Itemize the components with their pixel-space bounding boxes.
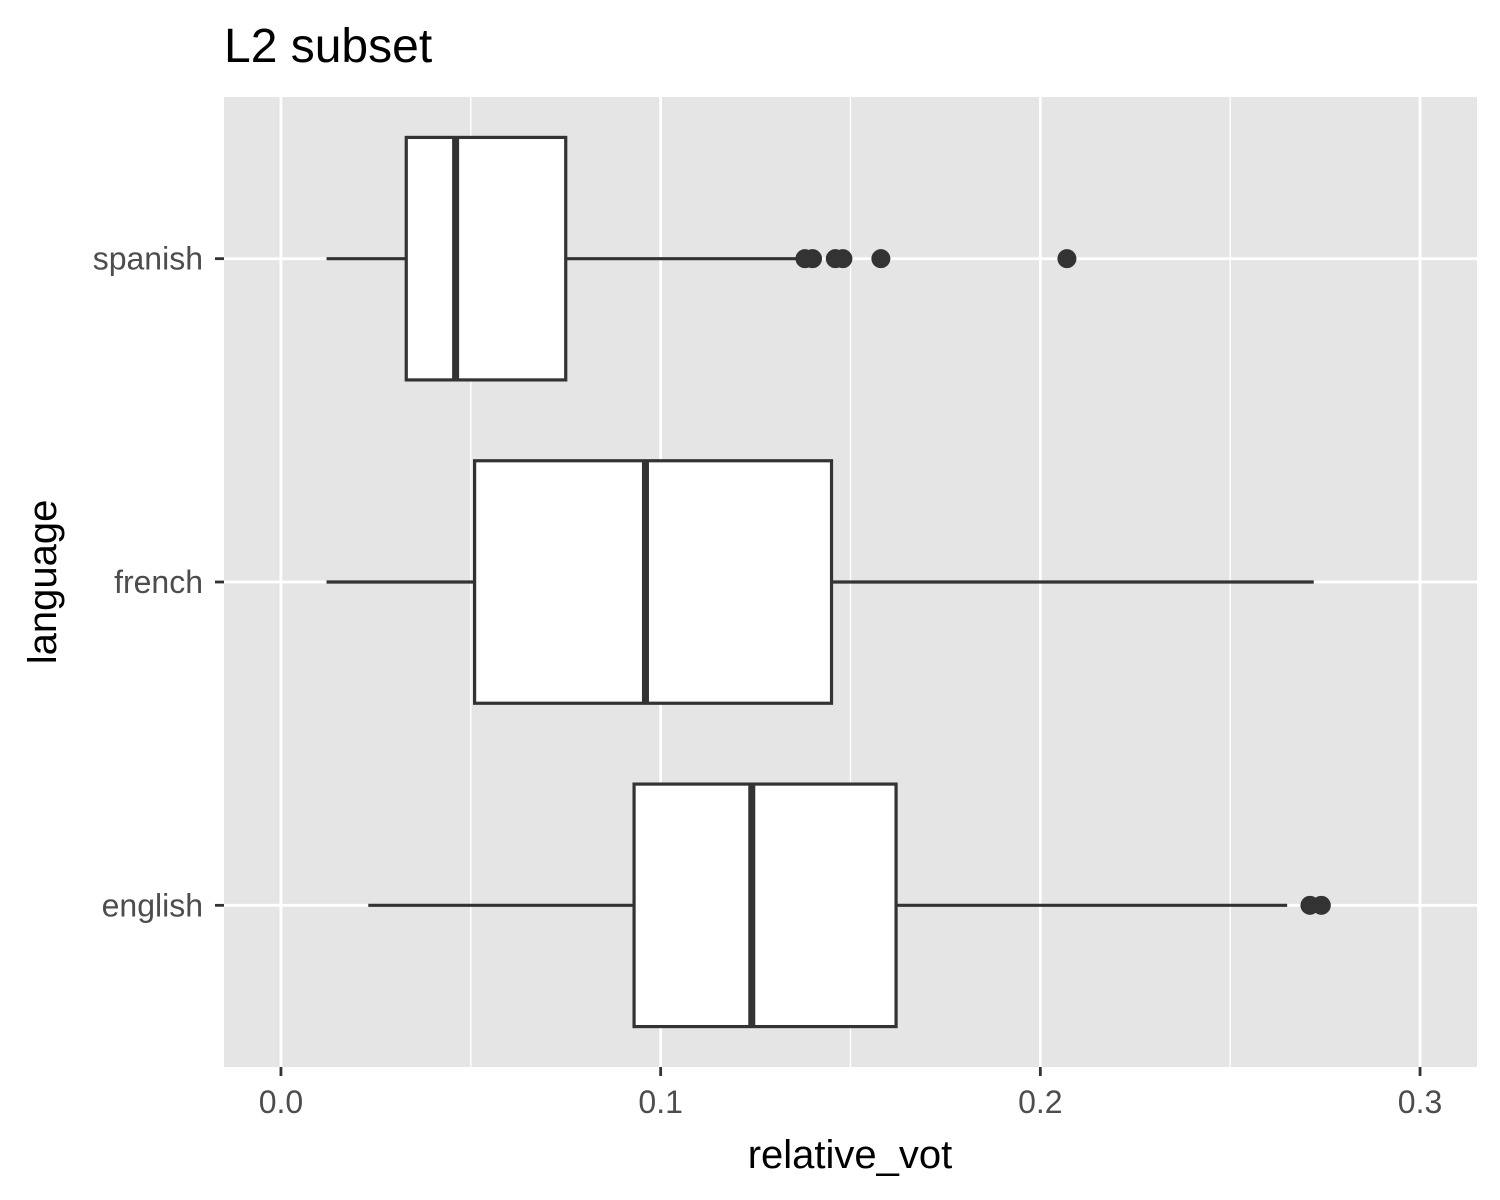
outlier-point <box>1311 895 1331 915</box>
outlier-point <box>1057 249 1077 269</box>
outlier-point <box>833 249 853 269</box>
axis-ticks: 0.0 0.1 0.2 0.3 spanish french english <box>93 241 1443 1120</box>
x-axis-title: relative_vot <box>748 1133 953 1177</box>
box-french <box>326 459 1314 705</box>
box-english <box>368 782 1331 1029</box>
x-tick-label: 0.0 <box>259 1084 303 1120</box>
y-tick-label: spanish <box>93 241 203 277</box>
y-axis-title: language <box>21 500 65 665</box>
y-tick-label: english <box>102 887 203 923</box>
box-spanish <box>326 135 1077 382</box>
iqr-box <box>632 782 898 1029</box>
iqr-box <box>473 459 834 705</box>
outlier-point <box>871 249 891 269</box>
boxes <box>326 135 1331 1029</box>
chart-title: L2 subset <box>224 20 432 73</box>
iqr-box <box>404 135 568 382</box>
x-tick-label: 0.1 <box>638 1084 682 1120</box>
outlier-point <box>803 249 823 269</box>
x-tick-label: 0.2 <box>1018 1084 1062 1120</box>
y-tick-label: french <box>114 564 203 600</box>
x-tick-label: 0.3 <box>1398 1084 1442 1120</box>
